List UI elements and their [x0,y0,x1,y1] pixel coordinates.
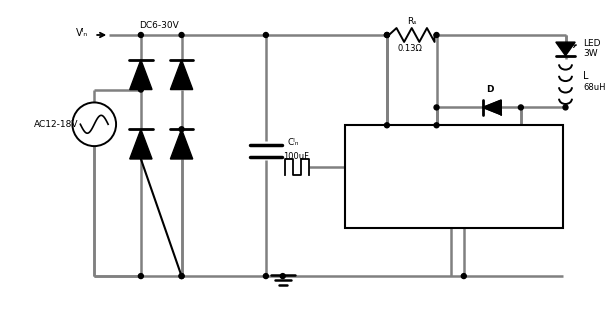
Circle shape [384,33,389,37]
Polygon shape [171,60,192,90]
Circle shape [462,274,466,278]
Circle shape [434,123,439,128]
Text: CSN: CSN [443,131,460,140]
Bar [345,125,563,228]
Circle shape [264,33,269,37]
Circle shape [179,274,184,278]
Text: 100uF: 100uF [283,152,309,161]
Text: Vᴵₙ: Vᴵₙ [76,28,88,38]
Polygon shape [483,100,501,115]
Circle shape [179,274,184,278]
Circle shape [138,33,143,37]
Text: 3W: 3W [583,49,598,58]
Circle shape [179,127,184,132]
Circle shape [384,123,389,128]
Text: 0.13Ω: 0.13Ω [397,44,422,53]
Text: PT4115: PT4115 [434,168,504,186]
Text: SW: SW [514,131,527,140]
Circle shape [280,274,285,278]
Text: DC6-30V: DC6-30V [139,20,178,30]
Circle shape [384,33,389,37]
Text: L: L [583,70,589,81]
Text: D: D [487,85,494,94]
Polygon shape [130,129,152,159]
Circle shape [563,105,568,110]
Text: GND: GND [459,204,479,213]
Circle shape [434,105,439,110]
Text: VIN: VIN [375,131,389,140]
Text: DIM: DIM [364,162,382,171]
Polygon shape [171,129,192,159]
Text: Cᴵₙ: Cᴵₙ [288,138,300,147]
Circle shape [518,105,523,110]
Text: LED: LED [583,40,601,48]
Circle shape [138,274,143,278]
Circle shape [264,274,269,278]
Circle shape [138,87,143,92]
Polygon shape [556,42,575,56]
Text: AC12-18V: AC12-18V [34,120,79,129]
Circle shape [179,33,184,37]
Text: 68uH: 68uH [583,83,606,92]
Circle shape [434,33,439,37]
Text: Rₛ: Rₛ [407,17,417,26]
Polygon shape [130,60,152,90]
